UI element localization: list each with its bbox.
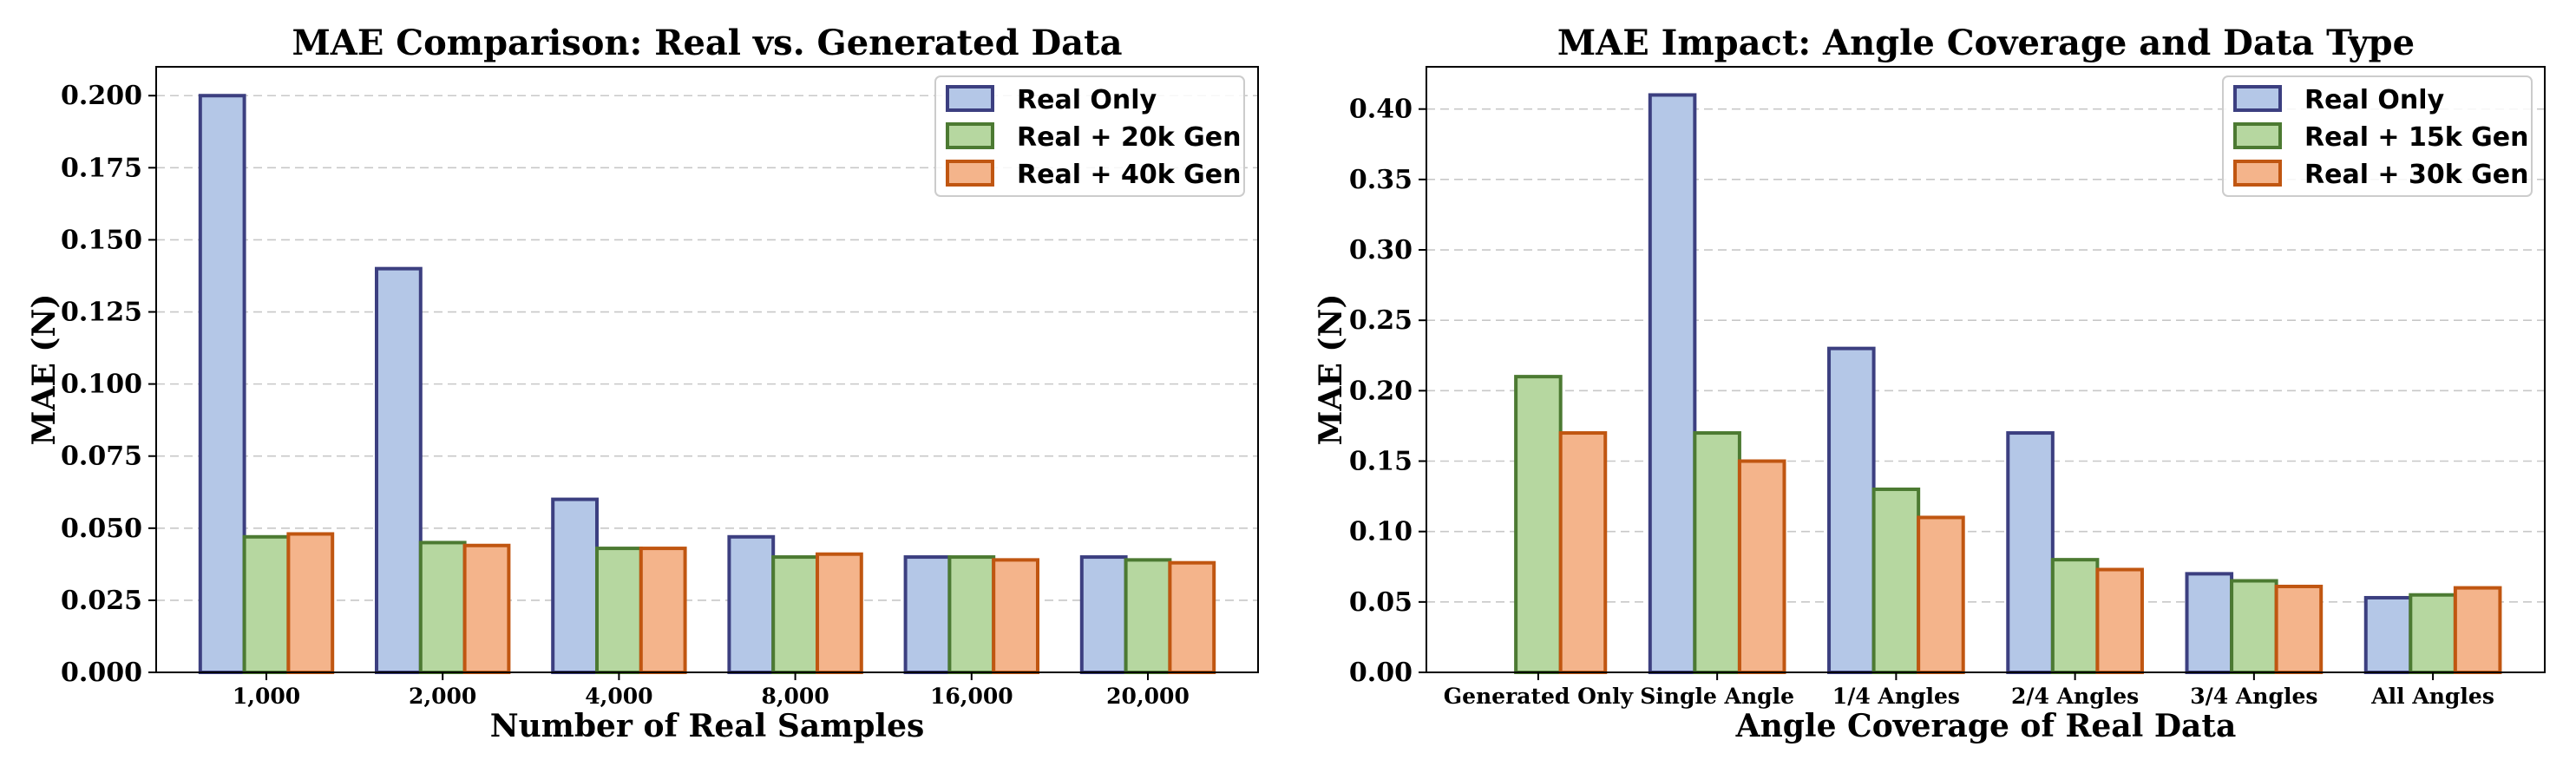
bar bbox=[2095, 567, 2144, 674]
bar bbox=[992, 558, 1039, 674]
y-tick-label: 0.25 bbox=[1349, 305, 1413, 336]
chart-mae-comparison: MAE Comparison: Real vs. Generated Data … bbox=[26, 23, 1259, 744]
bar bbox=[1648, 93, 1697, 675]
bar bbox=[2409, 593, 2457, 675]
x-tick-label: 2,000 bbox=[409, 684, 476, 709]
x-tick-label: All Angles bbox=[2370, 684, 2494, 709]
x-tick-label: 1/4 Angles bbox=[1832, 684, 1960, 709]
y-axis-label: MAE (N) bbox=[26, 294, 62, 446]
bar bbox=[1124, 558, 1172, 674]
x-axis-label: Angle Coverage of Real Data bbox=[1735, 708, 2237, 744]
legend-entry: Real + 20k Gen bbox=[1017, 122, 1241, 153]
bar bbox=[1168, 560, 1216, 675]
y-tick-label: 0.200 bbox=[61, 81, 142, 111]
legend: Real Only Real + 20k Gen Real + 40k Gen bbox=[934, 75, 1245, 197]
legend-swatch bbox=[946, 160, 994, 187]
x-tick-label: Generated Only bbox=[1444, 684, 1635, 709]
bar bbox=[947, 555, 996, 674]
bar bbox=[375, 266, 423, 674]
bar bbox=[1871, 487, 1921, 674]
x-tick-label: 8,000 bbox=[761, 684, 829, 709]
y-tick-label: 0.025 bbox=[61, 586, 142, 616]
bar bbox=[242, 534, 291, 674]
y-tick-label: 0.100 bbox=[61, 370, 142, 400]
bar bbox=[2453, 586, 2502, 675]
bar bbox=[816, 552, 863, 674]
bar bbox=[1917, 515, 1965, 674]
legend-frame bbox=[934, 75, 1245, 197]
x-tick-label: 3/4 Angles bbox=[2190, 684, 2317, 709]
bar bbox=[1693, 431, 1741, 674]
bar bbox=[2050, 558, 2100, 674]
y-tick-label: 0.050 bbox=[61, 514, 142, 544]
bar bbox=[2274, 584, 2324, 674]
x-tick-label: 20,000 bbox=[1106, 684, 1190, 709]
bar bbox=[1737, 459, 1786, 675]
chart-mae-impact: MAE Impact: Angle Coverage and Data Type… bbox=[1313, 23, 2546, 744]
y-tick-label: 0.15 bbox=[1349, 447, 1413, 477]
bar bbox=[771, 555, 820, 674]
bar bbox=[2185, 572, 2234, 674]
bar bbox=[727, 534, 776, 674]
bar bbox=[198, 94, 246, 674]
bar bbox=[2006, 431, 2055, 674]
legend-swatch bbox=[2233, 160, 2282, 187]
y-tick-label: 0.40 bbox=[1349, 95, 1413, 125]
x-tick-label: 2/4 Angles bbox=[2011, 684, 2139, 709]
bar bbox=[2363, 595, 2413, 675]
x-tick-label: 16,000 bbox=[930, 684, 1013, 709]
y-tick-label: 0.00 bbox=[1349, 658, 1413, 688]
bar bbox=[2230, 579, 2278, 674]
legend-swatch bbox=[946, 122, 994, 149]
legend-entry: Real Only bbox=[1017, 85, 1157, 115]
legend-swatch bbox=[946, 85, 994, 112]
plot-area-frame bbox=[1426, 66, 2546, 673]
legend: Real Only Real + 15k Gen Real + 30k Gen bbox=[2222, 75, 2533, 197]
bar bbox=[462, 543, 511, 674]
bar bbox=[595, 547, 643, 674]
legend-swatch bbox=[2233, 85, 2282, 112]
bar bbox=[903, 555, 952, 674]
x-tick-label: Single Angle bbox=[1640, 684, 1794, 709]
x-tick-label: 1,000 bbox=[233, 684, 300, 709]
bar bbox=[1827, 346, 1876, 674]
bar bbox=[1079, 555, 1128, 674]
chart-title: MAE Comparison: Real vs. Generated Data bbox=[292, 23, 1123, 63]
legend-entry: Real + 15k Gen bbox=[2304, 122, 2528, 153]
legend-entry: Real + 40k Gen bbox=[1017, 160, 1241, 190]
plot-area-frame bbox=[155, 66, 1259, 673]
y-tick-label: 0.175 bbox=[61, 153, 142, 183]
legend-swatch bbox=[2233, 122, 2282, 149]
y-tick-label: 0.30 bbox=[1349, 235, 1413, 265]
y-axis-label: MAE (N) bbox=[1313, 294, 1349, 446]
bar bbox=[286, 532, 335, 675]
y-tick-label: 0.150 bbox=[61, 225, 142, 255]
bar bbox=[639, 547, 687, 674]
legend-entry: Real Only bbox=[2304, 85, 2445, 115]
legend-entry: Real + 30k Gen bbox=[2304, 160, 2528, 190]
x-tick-label: 4,000 bbox=[585, 684, 652, 709]
y-tick-label: 0.10 bbox=[1349, 517, 1413, 547]
bar bbox=[551, 497, 600, 674]
x-axis-label: Number of Real Samples bbox=[490, 708, 925, 744]
y-tick-label: 0.075 bbox=[61, 442, 142, 472]
y-tick-label: 0.35 bbox=[1349, 165, 1413, 195]
bar bbox=[1558, 431, 1608, 674]
y-tick-label: 0.000 bbox=[61, 658, 142, 688]
chart-title: MAE Impact: Angle Coverage and Data Type bbox=[1557, 23, 2415, 63]
y-tick-label: 0.05 bbox=[1349, 587, 1413, 618]
legend-frame bbox=[2222, 75, 2533, 197]
bar bbox=[1514, 375, 1563, 674]
bar bbox=[418, 540, 467, 675]
y-tick-label: 0.20 bbox=[1349, 376, 1413, 406]
y-tick-label: 0.125 bbox=[61, 298, 142, 328]
